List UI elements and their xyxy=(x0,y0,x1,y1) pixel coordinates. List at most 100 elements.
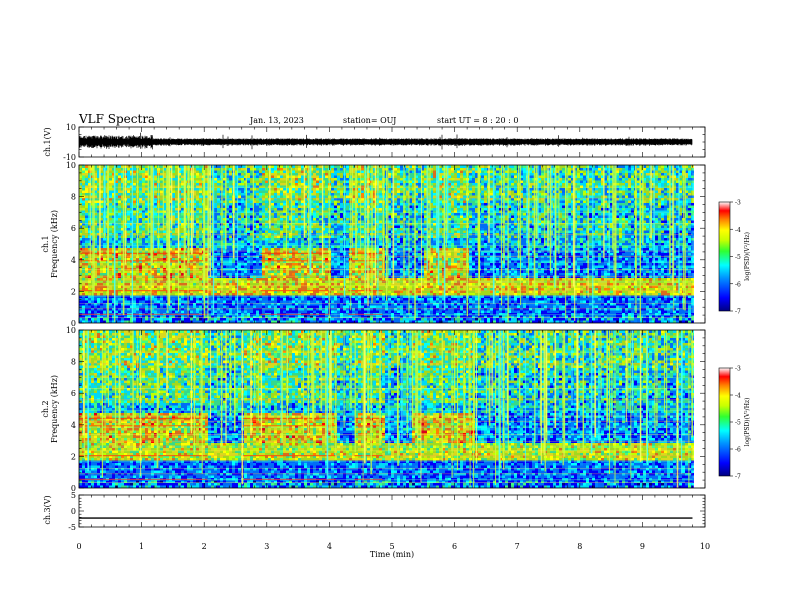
spectrogram-cell xyxy=(256,238,259,241)
spectrogram-cell xyxy=(106,320,109,323)
spectrogram-cell xyxy=(292,188,295,191)
spectrogram-cell xyxy=(286,318,289,321)
spectrogram-cell xyxy=(199,185,202,188)
spectrogram-cell xyxy=(268,308,271,311)
spectrogram-cell xyxy=(280,165,283,168)
spectrogram-cell xyxy=(145,258,148,261)
spectrogram-cell xyxy=(115,258,118,261)
spectrogram-cell xyxy=(274,295,277,298)
spectrogram-cell xyxy=(250,225,253,228)
spectrogram-cell xyxy=(199,193,202,196)
spectrogram-cell xyxy=(175,213,178,216)
spectrogram-cell xyxy=(304,185,307,188)
spectrogram-cell xyxy=(82,200,85,203)
spectrogram-cell xyxy=(268,293,271,296)
spectrogram-cell xyxy=(256,270,259,273)
spectrogram-cell xyxy=(160,183,163,186)
spectrogram-cell xyxy=(112,303,115,306)
spectrogram-cell xyxy=(148,308,151,311)
spectrogram-cell xyxy=(274,208,277,211)
spectrogram-cell xyxy=(289,305,292,308)
spectrogram-cell xyxy=(217,178,220,181)
spectrogram-cell xyxy=(109,195,112,198)
spectrogram-cell xyxy=(265,215,268,218)
spectrogram-cell xyxy=(148,250,151,253)
spectrogram-cell xyxy=(196,253,199,256)
spectrogram-cell xyxy=(130,225,133,228)
spectrogram-cell xyxy=(235,320,238,323)
spectrogram-cell xyxy=(193,238,196,241)
spectrogram-cell xyxy=(214,250,217,253)
spectrogram-cell xyxy=(292,288,295,291)
spectrogram-cell xyxy=(100,320,103,323)
spectrogram-cell xyxy=(295,165,298,168)
spectrogram-cell xyxy=(142,290,145,293)
spectrogram-cell xyxy=(109,215,112,218)
spectrogram-cell xyxy=(118,188,121,191)
spectrogram-cell xyxy=(118,215,121,218)
spectrogram-cell xyxy=(253,290,256,293)
spectrogram-cell xyxy=(184,315,187,318)
spectrogram-cell xyxy=(256,288,259,291)
spectrogram-cell xyxy=(277,235,280,238)
spectrogram-cell xyxy=(256,173,259,176)
spectrogram-cell xyxy=(286,213,289,216)
spectrogram-cell xyxy=(193,228,196,231)
spectrogram-cell xyxy=(181,263,184,266)
spectrogram-cell xyxy=(298,190,301,193)
spectrogram-cell xyxy=(262,183,265,186)
spectrogram-cell xyxy=(193,278,196,281)
spectrogram-cell xyxy=(214,178,217,181)
spectrogram-cell xyxy=(115,278,118,281)
spectrogram-cell xyxy=(199,258,202,261)
spectrogram-cell xyxy=(100,210,103,213)
spectrogram-cell xyxy=(244,300,247,303)
spectrogram-cell xyxy=(97,320,100,323)
spectrogram-cell xyxy=(175,270,178,273)
spectrogram-cell xyxy=(124,308,127,311)
spectrogram-cell xyxy=(223,248,226,251)
spectrogram-cell xyxy=(112,235,115,238)
spectrogram-cell xyxy=(127,183,130,186)
spectrogram-cell xyxy=(154,238,157,241)
spectrogram-cell xyxy=(154,230,157,233)
spectrogram-cell xyxy=(226,248,229,251)
spectrogram-cell xyxy=(139,183,142,186)
spectrogram-cell xyxy=(205,298,208,301)
spectrogram-cell xyxy=(172,200,175,203)
spectrogram-cell xyxy=(283,243,286,246)
spectrogram-cell xyxy=(208,275,211,278)
spectrogram-cell xyxy=(244,183,247,186)
spectrogram-cell xyxy=(130,290,133,293)
spectrogram-cell xyxy=(118,270,121,273)
spectrogram-cell xyxy=(205,198,208,201)
spectrogram-cell xyxy=(226,278,229,281)
spectrogram-cell xyxy=(169,213,172,216)
spectrogram-cell xyxy=(151,300,154,303)
spectrogram-cell xyxy=(178,165,181,168)
spectrogram-cell xyxy=(238,278,241,281)
spectrogram-cell xyxy=(115,175,118,178)
spectrogram-cell xyxy=(253,245,256,248)
spectrogram-cell xyxy=(151,265,154,268)
spectrogram-cell xyxy=(172,260,175,263)
spectrogram-cell xyxy=(244,315,247,318)
spectrogram-cell xyxy=(211,318,214,321)
spectrogram-cell xyxy=(205,193,208,196)
spectrogram-cell xyxy=(208,273,211,276)
spectrogram-cell xyxy=(94,200,97,203)
spectrogram-cell xyxy=(259,180,262,183)
spectrogram-cell xyxy=(292,170,295,173)
spectrogram-cell xyxy=(271,258,274,261)
spectrogram-cell xyxy=(100,203,103,206)
spectrogram-cell xyxy=(262,305,265,308)
spectrogram-cell xyxy=(91,308,94,311)
spectrogram-cell xyxy=(253,258,256,261)
spectrogram-cell xyxy=(292,208,295,211)
spectrogram-cell xyxy=(289,235,292,238)
spectrogram-cell xyxy=(259,220,262,223)
spectrogram-cell xyxy=(100,190,103,193)
spectrogram-cell xyxy=(79,253,82,256)
spectrogram-cell xyxy=(145,210,148,213)
spectrogram-cell xyxy=(217,230,220,233)
